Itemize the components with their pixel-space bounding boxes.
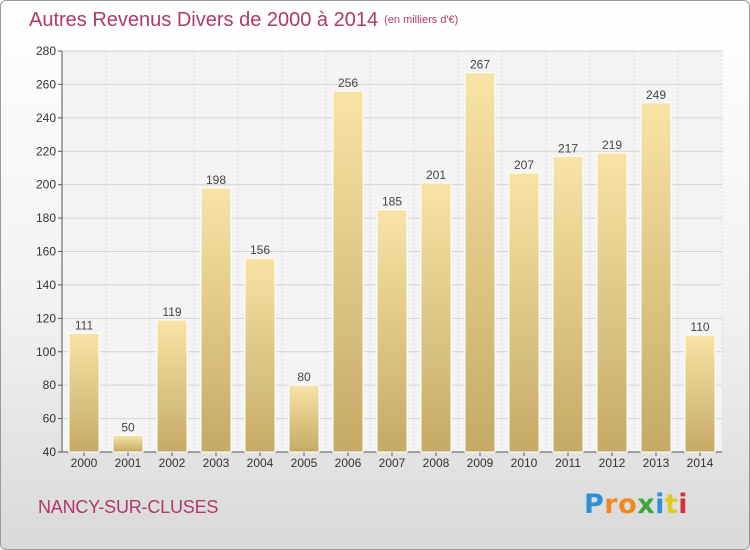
y-tick-label: 40 <box>43 445 57 459</box>
proxiti-logo: Proxiti <box>584 489 688 520</box>
y-tick-label: 220 <box>36 144 56 158</box>
y-tick-label: 80 <box>43 378 57 392</box>
bar <box>244 257 276 453</box>
y-tick-label: 140 <box>36 278 56 292</box>
x-tick-label: 2002 <box>159 456 186 470</box>
y-tick-label: 180 <box>36 211 56 225</box>
logo-letter: o <box>618 489 638 520</box>
x-tick-label: 2009 <box>467 456 494 470</box>
bar <box>684 334 716 453</box>
logo-letter: i <box>655 489 665 520</box>
location-label: NANCY-SUR-CLUSES <box>38 497 219 517</box>
y-tick-label: 240 <box>36 111 56 125</box>
bar <box>376 209 408 453</box>
bar <box>112 434 144 453</box>
value-label: 198 <box>206 173 226 187</box>
y-tick-label: 260 <box>36 77 56 91</box>
bar <box>288 384 320 453</box>
x-tick-label: 2008 <box>423 456 450 470</box>
bar <box>156 319 188 453</box>
y-tick-label: 200 <box>36 178 56 192</box>
logo-letter: r <box>604 489 619 520</box>
y-tick-label: 60 <box>43 412 57 426</box>
value-label: 111 <box>75 318 94 332</box>
value-label: 110 <box>690 320 709 334</box>
x-tick-label: 2007 <box>379 456 406 470</box>
labels: 40 60 80 100 120 140 160 180 200 220 240 260 280 111 2… <box>36 44 714 470</box>
value-label: 119 <box>162 305 181 319</box>
bar <box>200 187 232 453</box>
value-label: 50 <box>121 420 135 434</box>
chart-unit-label: (en milliers d'€) <box>384 14 459 26</box>
value-label: 156 <box>250 243 270 257</box>
logo-letter: i <box>678 489 689 520</box>
x-tick-label: 2004 <box>247 456 274 470</box>
value-label: 219 <box>602 138 622 152</box>
x-tick-label: 2014 <box>687 456 714 470</box>
value-label: 267 <box>470 58 490 72</box>
chart-title-block: Autres Revenus Divers de 2000 à 2014 (en … <box>29 9 458 32</box>
y-tick-label: 100 <box>36 345 56 359</box>
bar <box>508 172 540 453</box>
x-tick-label: 2010 <box>511 456 538 470</box>
x-tick-label: 2012 <box>599 456 626 470</box>
value-label: 201 <box>426 168 446 182</box>
logo-letter: x <box>637 489 656 520</box>
y-tick-label: 120 <box>36 311 56 325</box>
y-tick-label: 160 <box>36 245 56 259</box>
y-tick-label: 280 <box>36 44 56 58</box>
x-tick-label: 2013 <box>643 456 670 470</box>
x-tick-label: 2003 <box>203 456 230 470</box>
bar <box>464 72 496 453</box>
bar <box>420 182 452 453</box>
x-tick-label: 2005 <box>291 456 318 470</box>
value-label: 249 <box>646 88 666 102</box>
chart-title: Autres Revenus Divers de 2000 à 2014 <box>29 9 379 31</box>
bar <box>552 155 584 453</box>
bar <box>332 90 364 453</box>
logo-letter: t <box>664 489 679 520</box>
bar <box>68 332 100 453</box>
x-tick-label: 2001 <box>115 456 142 470</box>
value-label: 217 <box>558 141 578 155</box>
x-tick-label: 2011 <box>555 456 581 470</box>
x-tick-label: 2000 <box>71 456 98 470</box>
x-tick-label: 2006 <box>335 456 362 470</box>
bar <box>596 152 628 453</box>
value-label: 256 <box>338 76 358 90</box>
value-label: 80 <box>297 370 311 384</box>
bar <box>640 102 672 453</box>
logo-letter: P <box>584 489 605 520</box>
value-label: 207 <box>514 158 534 172</box>
value-label: 185 <box>382 195 402 209</box>
bars <box>68 72 716 453</box>
